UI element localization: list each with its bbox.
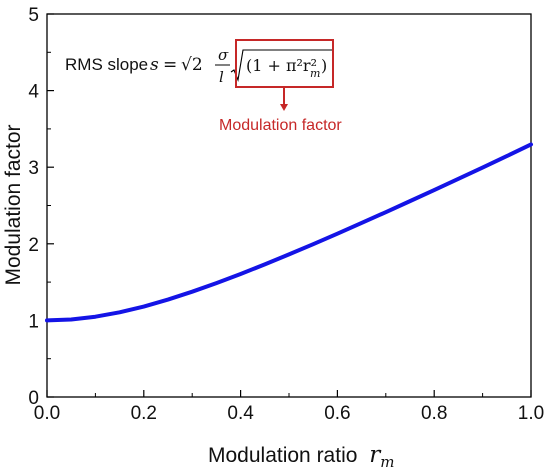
x-axis-title-symbol: r [369,442,382,468]
formula-inner-subscript: m [310,67,320,80]
highlight-arrow-head [280,104,288,111]
formula-inner: (1 + π²r² [246,56,317,75]
x-tick-label: 0.6 [324,403,350,424]
series-line [45,142,533,323]
y-tick-label: 5 [28,5,39,26]
formula-s: s [150,55,159,75]
x-tick-label: 0.0 [34,403,60,424]
x-tick-label: 0.8 [421,403,447,424]
x-axis-ticks: 0.0 0.2 0.4 0.6 0.8 1.0 [34,390,544,424]
x-axis-title: Modulation ratio rm [208,442,395,471]
series-layer [45,142,533,323]
y-tick-label: 2 [28,235,39,256]
x-axis-title-text: Modulation ratio [208,444,357,467]
rms-slope-label: RMS slope [65,55,148,74]
formula-sqrt2: √2 [181,55,203,75]
y-axis-ticks: 0 1 2 3 4 5 [28,5,54,409]
y-axis-title: Modulation factor [2,124,25,285]
y-tick-label: 3 [28,158,39,179]
formula-sigma: σ [218,46,229,64]
y-tick-label: 0 [28,388,39,409]
formula-close: ) [321,56,327,75]
x-tick-label: 0.2 [131,403,157,424]
x-tick-label: 0.4 [227,403,254,424]
formula-eq: = [163,55,177,75]
x-tick-label: 1.0 [518,403,544,424]
y-tick-label: 1 [28,311,39,332]
x-axis-title-subscript: m [380,453,394,471]
rms-slope-annotation: RMS slope s = √2 σ l (1 + π²r² m ) Modul… [65,39,342,134]
formula-radical-sign [230,49,332,83]
formula-l: l [219,68,224,86]
modulation-factor-highlight-box [235,39,334,88]
y-tick-label: 4 [28,82,39,103]
highlight-label: Modulation factor [219,117,342,134]
